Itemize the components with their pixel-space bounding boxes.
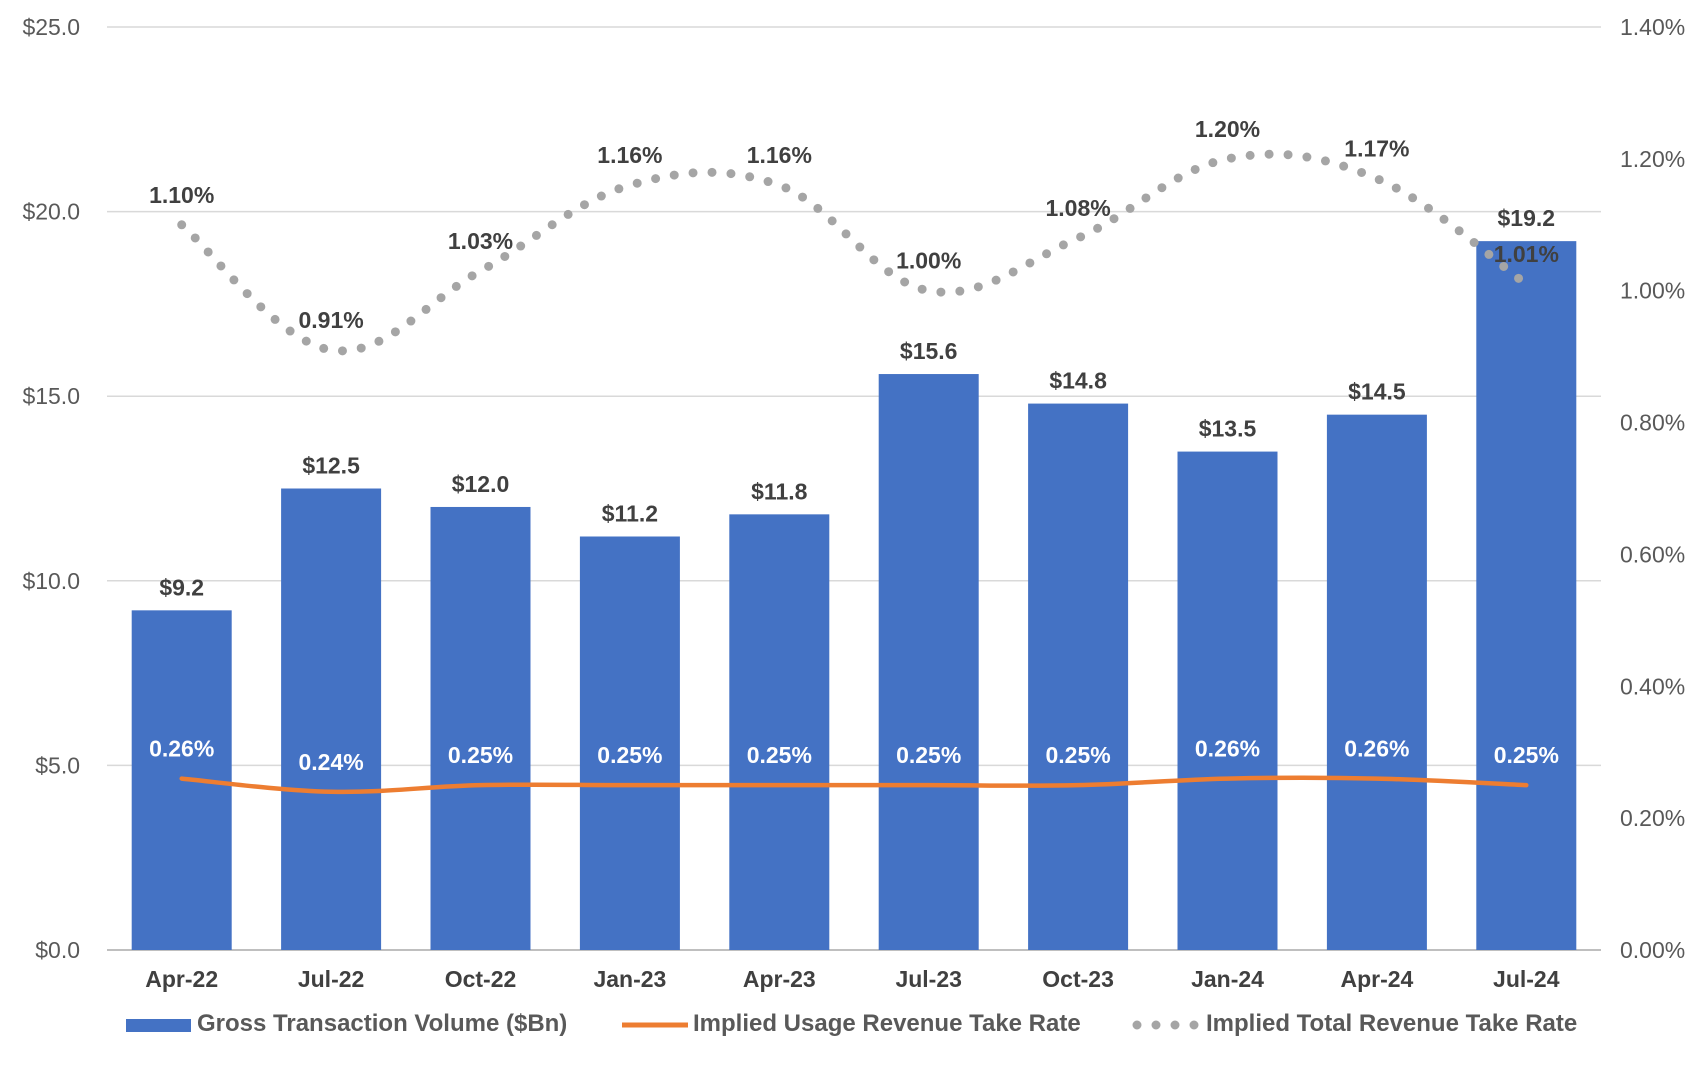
bar-gross-transaction-volume	[878, 374, 979, 951]
usage-rate-data-label: 0.26%	[149, 736, 214, 762]
x-tick-label: Jan-23	[593, 966, 666, 992]
y-left-tick-label: $15.0	[22, 383, 80, 409]
y-left-tick-label: $0.0	[35, 937, 80, 963]
total-rate-data-label: 1.01%	[1494, 241, 1559, 267]
y-right-tick-label: 0.00%	[1620, 937, 1685, 963]
x-tick-label: Jul-24	[1493, 966, 1560, 992]
y-right-tick-label: 1.20%	[1620, 146, 1685, 172]
usage-rate-data-label: 0.24%	[298, 749, 363, 775]
x-tick-label: Jul-22	[298, 966, 364, 992]
bar-gross-transaction-volume	[1028, 403, 1129, 951]
y-right-tick-label: 0.40%	[1620, 673, 1685, 699]
total-take-rate-line	[177, 149, 1531, 356]
x-tick-label: Jan-24	[1191, 966, 1264, 992]
legend-label-usage-take-rate: Implied Usage Revenue Take Rate	[693, 1010, 1081, 1037]
bar-data-label: $9.2	[159, 574, 204, 600]
x-tick-label: Oct-22	[445, 966, 517, 992]
bar-data-label: $12.5	[302, 453, 360, 479]
bar-gross-transaction-volume	[729, 514, 830, 950]
legend-swatch-gross-transaction-volume	[126, 1019, 191, 1032]
bar-data-label: $19.2	[1498, 205, 1556, 231]
usage-rate-data-label: 0.26%	[1195, 736, 1260, 762]
usage-rate-data-label: 0.25%	[896, 742, 961, 768]
usage-rate-data-label: 0.25%	[597, 742, 662, 768]
usage-take-rate-line	[179, 775, 1529, 795]
y-left-tick-label: $10.0	[22, 568, 80, 594]
bar-gross-transaction-volume	[430, 506, 531, 950]
bar-data-label: $15.6	[900, 338, 958, 364]
legend-label-gross-transaction-volume: Gross Transaction Volume ($Bn)	[197, 1010, 567, 1037]
legend-label-total-take-rate: Implied Total Revenue Take Rate	[1206, 1010, 1577, 1037]
x-tick-label: Oct-23	[1042, 966, 1114, 992]
x-tick-label: Jul-23	[895, 966, 961, 992]
y-right-tick-label: 0.20%	[1620, 805, 1685, 831]
x-tick-label: Apr-24	[1340, 966, 1413, 992]
bar-data-label: $14.8	[1049, 368, 1107, 394]
y-right-tick-label: 1.00%	[1620, 278, 1685, 304]
bar-data-label: $12.0	[452, 471, 510, 497]
bar-gross-transaction-volume	[1476, 241, 1577, 951]
y-right-tick-label: 1.40%	[1620, 14, 1685, 40]
total-rate-data-label: 1.17%	[1344, 136, 1409, 162]
usage-rate-data-label: 0.25%	[747, 742, 812, 768]
bar-gross-transaction-volume	[281, 488, 382, 950]
y-left-tick-label: $20.0	[22, 199, 80, 225]
total-rate-data-label: 1.10%	[149, 182, 214, 208]
y-right-tick-label: 0.80%	[1620, 410, 1685, 436]
bar-data-label: $13.5	[1199, 416, 1257, 442]
bar-gross-transaction-volume	[579, 536, 680, 950]
total-rate-data-label: 1.08%	[1045, 195, 1110, 221]
x-tick-label: Apr-23	[743, 966, 816, 992]
bar-data-label: $11.8	[751, 478, 807, 504]
bar-gross-transaction-volume	[1177, 451, 1278, 950]
total-rate-data-label: 1.03%	[448, 228, 513, 254]
usage-rate-data-label: 0.25%	[1494, 742, 1559, 768]
usage-rate-data-label: 0.25%	[1045, 742, 1110, 768]
total-rate-data-label: 0.91%	[298, 307, 363, 333]
total-rate-data-label: 1.16%	[597, 142, 662, 168]
total-rate-data-label: 1.00%	[896, 248, 961, 274]
y-left-tick-label: $25.0	[22, 14, 80, 40]
usage-rate-data-label: 0.25%	[448, 742, 513, 768]
total-rate-data-label: 1.16%	[747, 142, 812, 168]
usage-rate-data-label: 0.26%	[1344, 736, 1409, 762]
x-tick-label: Apr-22	[145, 966, 218, 992]
bar-data-label: $11.2	[602, 500, 658, 526]
bar-gross-transaction-volume	[1326, 414, 1427, 950]
total-rate-data-label: 1.20%	[1195, 116, 1260, 142]
y-left-tick-label: $5.0	[35, 752, 80, 778]
y-right-tick-label: 0.60%	[1620, 541, 1685, 567]
bar-data-label: $14.5	[1348, 379, 1406, 405]
